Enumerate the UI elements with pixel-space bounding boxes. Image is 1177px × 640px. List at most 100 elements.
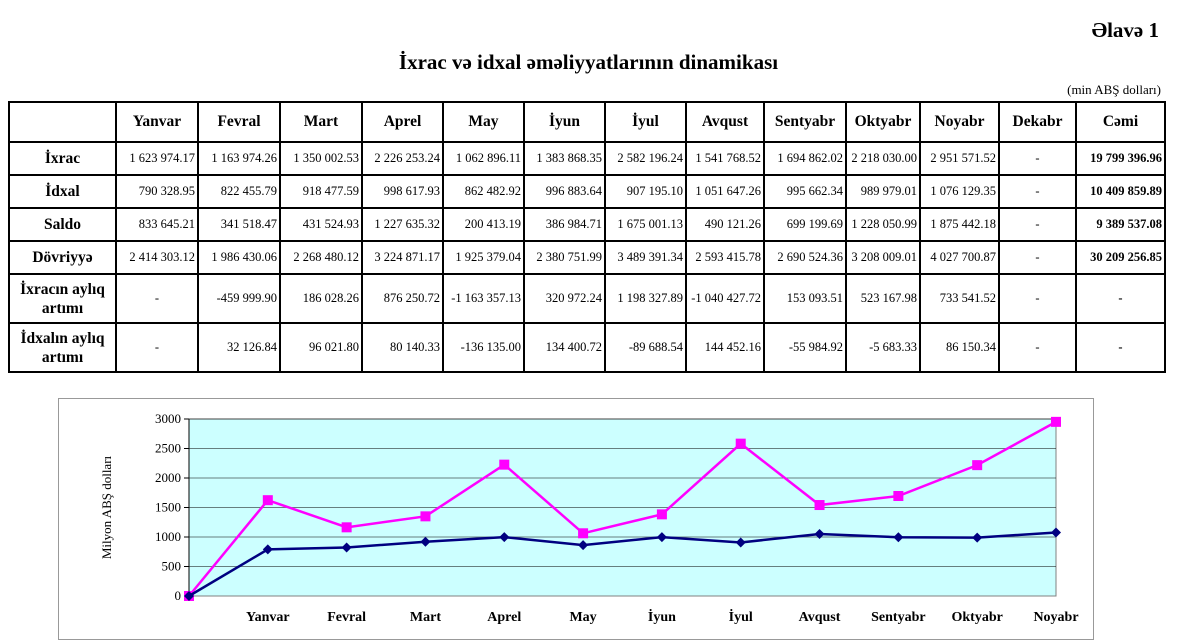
value-cell: 995 662.34 <box>763 174 847 209</box>
value-cell: 1 163 974.26 <box>197 141 281 176</box>
data-point <box>262 495 273 506</box>
unit-label: (min ABŞ dolları) <box>1067 82 1161 97</box>
column-header: Oktyabr <box>845 101 921 143</box>
data-point <box>420 511 431 522</box>
data-point <box>814 500 825 511</box>
value-cell: 1 925 379.04 <box>442 240 525 275</box>
value-cell: 86 150.34 <box>919 322 1000 373</box>
value-cell: - <box>998 273 1077 324</box>
table-row: Dövriyyə 2 414 303.12 1 986 430.06 2 268 48… <box>8 240 1166 275</box>
value-cell: 1 694 862.02 <box>763 141 847 176</box>
value-cell: - <box>998 141 1077 176</box>
value-cell: -1 040 427.72 <box>685 273 765 324</box>
y-tick-label: 1000 <box>155 529 181 544</box>
value-cell: 3 208 009.01 <box>845 240 921 275</box>
row-label: Dövriyyə <box>8 240 117 275</box>
value-cell: 523 167.98 <box>845 273 921 324</box>
column-header: May <box>442 101 525 143</box>
value-cell: 996 883.64 <box>523 174 606 209</box>
y-tick-label: 2500 <box>155 441 181 456</box>
value-cell: 699 199.69 <box>763 207 847 242</box>
x-tick-label: İyul <box>729 608 753 625</box>
data-table: Yanvar Fevral Mart Aprel May İyun İyul Avqust Se… <box>8 101 1166 373</box>
appendix-label: Əlavə 1 <box>1091 18 1159 42</box>
value-cell: 186 028.26 <box>279 273 363 324</box>
row-label: İxracın aylıq artımı <box>8 273 117 324</box>
table-row: İxrac 1 623 974.17 1 163 974.26 1 350 002.5… <box>8 141 1166 176</box>
column-header: Yanvar <box>115 101 199 143</box>
value-cell: 3 489 391.34 <box>604 240 687 275</box>
value-cell: 833 645.21 <box>115 207 199 242</box>
row-label: Saldo <box>8 207 117 242</box>
page-title: İxrac və idxal əməliyyatlarının dinamika… <box>398 50 779 74</box>
row-label: İdxalın aylıq artımı <box>8 322 117 373</box>
value-cell: 989 979.01 <box>845 174 921 209</box>
value-cell: - <box>115 273 199 324</box>
x-tick-label: Fevral <box>327 610 366 625</box>
value-cell: 1 228 050.99 <box>845 207 921 242</box>
value-cell: - <box>998 322 1077 373</box>
value-cell: 2 380 751.99 <box>523 240 606 275</box>
total-cell: 30 209 256.85 <box>1075 240 1166 275</box>
value-cell: 2 690 524.36 <box>763 240 847 275</box>
value-cell: 1 623 974.17 <box>115 141 199 176</box>
value-cell: 32 126.84 <box>197 322 281 373</box>
data-point <box>184 591 194 601</box>
series-line-ixrac <box>188 420 1057 597</box>
total-cell: 19 799 396.96 <box>1075 141 1166 176</box>
value-cell: 2 593 415.78 <box>685 240 765 275</box>
data-point <box>972 532 983 543</box>
x-tick-label: Avqust <box>799 610 841 625</box>
y-tick-label: 0 <box>175 588 182 603</box>
value-cell: 153 093.51 <box>763 273 847 324</box>
x-tick-label: Yanvar <box>246 610 290 625</box>
table-row: İdxal 790 328.95 822 455.79 918 477.59 998 6… <box>8 174 1166 209</box>
value-cell: - <box>998 174 1077 209</box>
value-cell: 1 076 129.35 <box>919 174 1000 209</box>
data-point <box>578 528 589 539</box>
x-tick-label: Mart <box>410 610 441 625</box>
data-point <box>578 540 589 551</box>
series-line-idxal <box>188 531 1057 598</box>
row-label: İxrac <box>8 141 117 176</box>
data-point <box>341 522 352 533</box>
value-cell: 144 452.16 <box>685 322 765 373</box>
value-cell: 998 617.93 <box>361 174 444 209</box>
line-chart: 0 500 1000 1500 2000 2500 3000 Milyon ABŞ dolla… <box>99 411 1079 625</box>
x-tick-label: Noyabr <box>1033 610 1078 625</box>
x-tick-label: May <box>569 610 596 625</box>
value-cell: - <box>998 207 1077 242</box>
value-cell: 822 455.79 <box>197 174 281 209</box>
data-point <box>656 509 667 520</box>
x-tick-label: Oktyabr <box>952 610 1003 625</box>
x-tick-label: Sentyabr <box>871 610 925 625</box>
value-cell: 80 140.33 <box>361 322 444 373</box>
data-point <box>1051 527 1061 538</box>
value-cell: 907 195.10 <box>604 174 687 209</box>
value-cell: 862 482.92 <box>442 174 525 209</box>
value-cell: 2 226 253.24 <box>361 141 444 176</box>
chart: 0 500 1000 1500 2000 2500 3000 Milyon ABŞ dolla… <box>58 398 1094 640</box>
column-header: Mart <box>279 101 363 143</box>
data-point <box>972 460 983 471</box>
column-header: Fevral <box>197 101 281 143</box>
table-row: Saldo 833 645.21 341 518.47 431 524.93 1 227… <box>8 207 1166 242</box>
value-cell: 2 582 196.24 <box>604 141 687 176</box>
value-cell: 2 414 303.12 <box>115 240 199 275</box>
table-row: İxracın aylıq artımı - -459 999.90 186 028.… <box>8 273 1166 324</box>
value-cell: -136 135.00 <box>442 322 525 373</box>
column-header: Dekabr <box>998 101 1077 143</box>
value-cell: 1 062 896.11 <box>442 141 525 176</box>
value-cell: 1 051 647.26 <box>685 174 765 209</box>
value-cell: -1 163 357.13 <box>442 273 525 324</box>
y-tick-label: 2000 <box>155 470 181 485</box>
data-point <box>499 532 510 543</box>
value-cell: 2 951 571.52 <box>919 141 1000 176</box>
column-header <box>8 101 117 143</box>
value-cell: 918 477.59 <box>279 174 363 209</box>
value-cell: -459 999.90 <box>197 273 281 324</box>
y-tick-label: 500 <box>162 559 182 574</box>
x-tick-label: İyun <box>648 608 676 625</box>
value-cell: 386 984.71 <box>523 207 606 242</box>
x-tick-label: Aprel <box>487 610 521 625</box>
